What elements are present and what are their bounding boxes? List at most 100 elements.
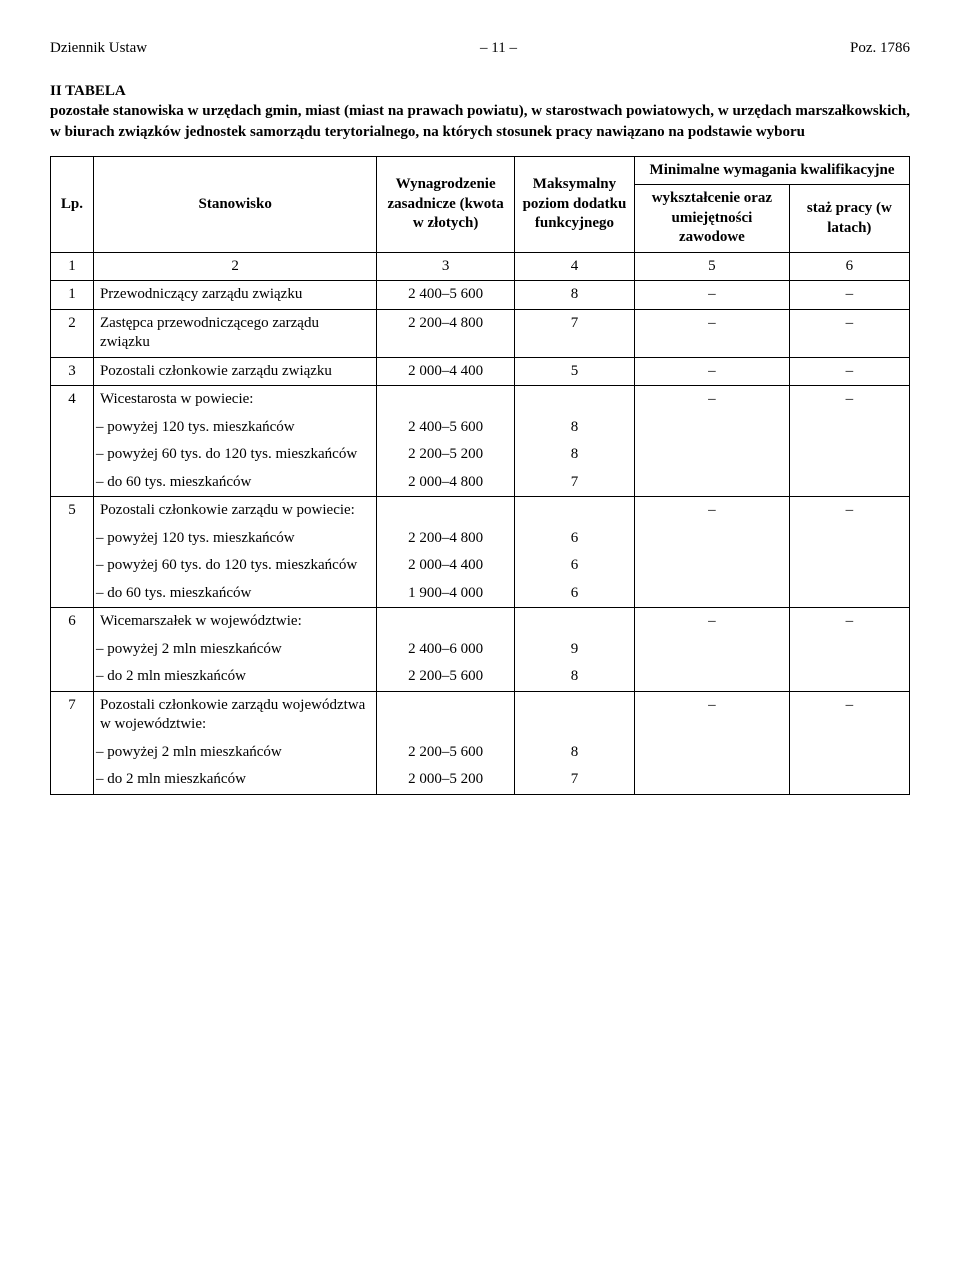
cell-lp: 6 — [51, 608, 94, 692]
cell-lp: 5 — [51, 497, 94, 608]
cell-wyk: – — [635, 281, 790, 310]
cell-wyk: – — [635, 497, 790, 608]
cell-wyn — [377, 386, 514, 414]
cell-wyn: 2 200–5 600 — [377, 663, 514, 691]
th-lp: Lp. — [51, 156, 94, 252]
cell-wyk: – — [635, 608, 790, 692]
cell-staz: – — [789, 309, 909, 357]
th-stan: Stanowisko — [93, 156, 376, 252]
header-center: – 11 – — [480, 40, 517, 57]
cell-st: Wicestarosta w powiecie: — [93, 386, 376, 414]
cell-wyn: 2 200–5 600 — [377, 739, 514, 767]
cell-wyn: 2 000–5 200 — [377, 766, 514, 794]
cell-wyk: – — [635, 309, 790, 357]
table-row: 4 Wicestarosta w powiecie: – – — [51, 386, 910, 414]
numcell: 5 — [635, 252, 790, 281]
cell-lp: 1 — [51, 281, 94, 310]
cell-staz: – — [789, 691, 909, 794]
th-wyn: Wynagrodzenie zasadnicze (kwota w złotyc… — [377, 156, 514, 252]
th-max: Maksymalny poziom dodatku funkcyjnego — [514, 156, 634, 252]
cell-wyn: 2 400–5 600 — [377, 414, 514, 442]
cell-wyn: 2 000–4 400 — [377, 552, 514, 580]
cell-max: 6 — [514, 525, 634, 553]
cell-max: 7 — [514, 309, 634, 357]
cell-max: 8 — [514, 663, 634, 691]
cell-max: 8 — [514, 414, 634, 442]
cell-max: 6 — [514, 552, 634, 580]
cell-st: – do 60 tys. mieszkańców — [93, 469, 376, 497]
cell-wyk: – — [635, 357, 790, 386]
numcell: 6 — [789, 252, 909, 281]
table-row: 2 Zastępca przewodniczącego zarządu zwią… — [51, 309, 910, 357]
cell-st: – do 2 mln mieszkańców — [93, 766, 376, 794]
table-row: 1 Przewodniczący zarządu związku 2 400–5… — [51, 281, 910, 310]
thead-row-1: Lp. Stanowisko Wynagrodzenie zasadnicze … — [51, 156, 910, 185]
th-staz: staż pracy (w latach) — [789, 185, 909, 253]
cell-max: 8 — [514, 281, 634, 310]
header-left: Dziennik Ustaw — [50, 40, 147, 57]
cell-wyn: 2 200–4 800 — [377, 309, 514, 357]
cell-wyk: – — [635, 691, 790, 794]
cell-wyn — [377, 691, 514, 739]
cell-max: 7 — [514, 766, 634, 794]
cell-st: Pozostali członkowie zarządu związku — [93, 357, 376, 386]
cell-wyn: 1 900–4 000 — [377, 580, 514, 608]
cell-max: 9 — [514, 636, 634, 664]
cell-st: – powyżej 60 tys. do 120 tys. mieszkańcó… — [93, 552, 376, 580]
table-row: 6 Wicemarszałek w województwie: – – — [51, 608, 910, 636]
cell-st: Zastępca przewodniczącego zarządu związk… — [93, 309, 376, 357]
cell-max: 8 — [514, 441, 634, 469]
cell-st: – powyżej 120 tys. mieszkańców — [93, 414, 376, 442]
cell-st: Wicemarszałek w województwie: — [93, 608, 376, 636]
cell-max — [514, 386, 634, 414]
cell-wyn: 2 200–4 800 — [377, 525, 514, 553]
cell-staz: – — [789, 357, 909, 386]
cell-lp: 7 — [51, 691, 94, 794]
table-row: 3 Pozostali członkowie zarządu związku 2… — [51, 357, 910, 386]
cell-max — [514, 691, 634, 739]
cell-st: – powyżej 60 tys. do 120 tys. mieszkańcó… — [93, 441, 376, 469]
cell-staz: – — [789, 386, 909, 497]
cell-st: Pozostali członkowie zarządu województwa… — [93, 691, 376, 739]
cell-max: 8 — [514, 739, 634, 767]
cell-lp: 4 — [51, 386, 94, 497]
cell-max: 6 — [514, 580, 634, 608]
cell-max — [514, 608, 634, 636]
cell-wyn: 2 000–4 800 — [377, 469, 514, 497]
cell-st: – do 60 tys. mieszkańców — [93, 580, 376, 608]
cell-max: 7 — [514, 469, 634, 497]
table-row: 5 Pozostali członkowie zarządu w powieci… — [51, 497, 910, 525]
numcell: 1 — [51, 252, 94, 281]
cell-max: 5 — [514, 357, 634, 386]
cell-st: – powyżej 120 tys. mieszkańców — [93, 525, 376, 553]
numcell: 4 — [514, 252, 634, 281]
cell-max — [514, 497, 634, 525]
column-number-row: 1 2 3 4 5 6 — [51, 252, 910, 281]
cell-wyn: 2 200–5 200 — [377, 441, 514, 469]
pay-table: Lp. Stanowisko Wynagrodzenie zasadnicze … — [50, 156, 910, 795]
cell-wyn — [377, 497, 514, 525]
section-title: II TABELA pozostałe stanowiska w urzędac… — [50, 81, 910, 142]
cell-wyn: 2 000–4 400 — [377, 357, 514, 386]
cell-st: – do 2 mln mieszkańców — [93, 663, 376, 691]
cell-wyn: 2 400–6 000 — [377, 636, 514, 664]
cell-staz: – — [789, 608, 909, 692]
cell-staz: – — [789, 497, 909, 608]
cell-lp: 2 — [51, 309, 94, 357]
cell-st: – powyżej 2 mln mieszkańców — [93, 739, 376, 767]
cell-wyn: 2 400–5 600 — [377, 281, 514, 310]
page-header: Dziennik Ustaw – 11 – Poz. 1786 — [50, 40, 910, 57]
header-right: Poz. 1786 — [850, 40, 910, 57]
cell-wyn — [377, 608, 514, 636]
numcell: 3 — [377, 252, 514, 281]
th-wykszt: wykształcenie oraz umiejętności zawodowe — [635, 185, 790, 253]
cell-lp: 3 — [51, 357, 94, 386]
numcell: 2 — [93, 252, 376, 281]
cell-staz: – — [789, 281, 909, 310]
cell-st: – powyżej 2 mln mieszkańców — [93, 636, 376, 664]
cell-wyk: – — [635, 386, 790, 497]
cell-st: Pozostali członkowie zarządu w powiecie: — [93, 497, 376, 525]
th-min: Minimalne wymagania kwalifikacyjne — [635, 156, 910, 185]
table-row: 7 Pozostali członkowie zarządu województ… — [51, 691, 910, 739]
cell-st: Przewodniczący zarządu związku — [93, 281, 376, 310]
